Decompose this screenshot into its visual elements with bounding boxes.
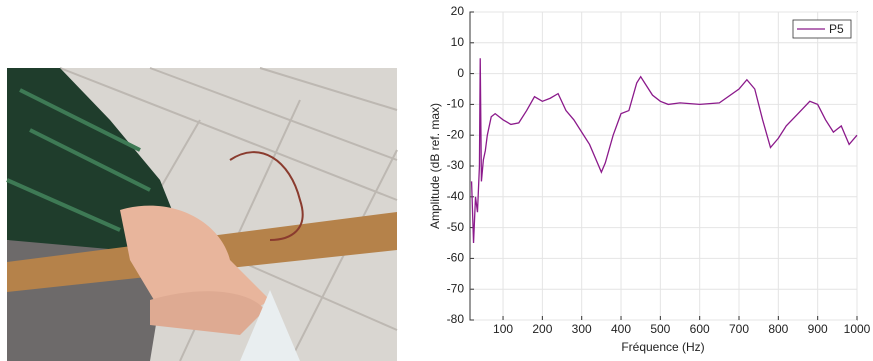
photo (6, 67, 398, 361)
x-tick-label: 1000 (844, 322, 871, 336)
y-tick-label: 10 (451, 35, 465, 49)
y-axis-label: Amplitude (dB ref. max) (428, 103, 442, 229)
x-tick-label: 100 (493, 322, 513, 336)
x-tick-label: 400 (611, 322, 631, 336)
x-tick-label: 200 (532, 322, 552, 336)
y-tick-label: -80 (447, 312, 465, 326)
data-line (470, 58, 858, 244)
y-tick-label: 0 (457, 66, 464, 80)
x-tick-label: 900 (808, 322, 828, 336)
x-tick-label: 700 (729, 322, 749, 336)
legend-label: P5 (829, 22, 844, 36)
x-tick-label: 800 (768, 322, 788, 336)
y-tick-label: -70 (447, 281, 465, 295)
x-tick-label: 300 (572, 322, 592, 336)
x-tick-label: 600 (690, 322, 710, 336)
x-axis-label: Fréquence (Hz) (621, 340, 704, 354)
y-tick-label: -50 (447, 220, 465, 234)
y-tick-label: -60 (447, 251, 465, 265)
y-tick-label: -10 (447, 97, 465, 111)
y-tick-label: -40 (447, 189, 465, 203)
y-tick-label: -20 (447, 127, 465, 141)
y-tick-label: -30 (447, 158, 465, 172)
y-tick-label: 20 (451, 4, 465, 18)
x-tick-label: 500 (650, 322, 670, 336)
